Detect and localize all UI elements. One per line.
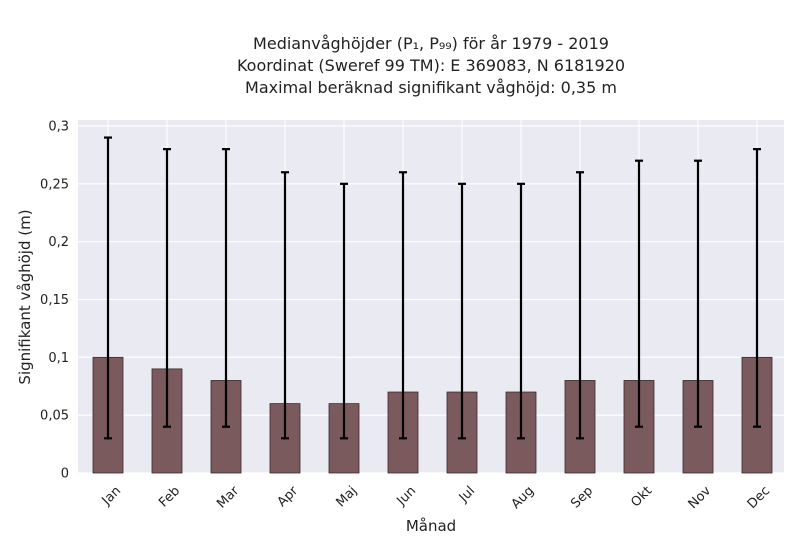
error-bars xyxy=(104,136,761,440)
x-tick-label: Mar xyxy=(214,483,242,511)
chart-title: Medianvåghöjder (P₁, P₉₉) för år 1979 - … xyxy=(78,33,784,99)
chart-title-line-2: Koordinat (Sweref 99 TM): E 369083, N 61… xyxy=(236,56,626,75)
x-tick-label: Sep xyxy=(568,484,596,512)
y-tick-label: 0,05 xyxy=(40,409,69,424)
x-tick-label: Dec xyxy=(745,484,773,512)
y-tick-label: 0,25 xyxy=(40,177,69,192)
x-tick-label: Jul xyxy=(456,484,478,506)
y-tick-label: 0,2 xyxy=(48,235,69,250)
y-tick-label: 0 xyxy=(61,467,69,482)
x-tick-labels: Jan Feb Mar Apr Maj Jun Jul Aug Sep Okt Nov Dec xyxy=(99,483,773,512)
x-tick-label: Nov xyxy=(686,483,715,512)
x-tick-label: Apr xyxy=(275,483,302,510)
y-axis-label: Signifikant våghöjd (m) xyxy=(16,209,34,384)
y-tick-label: 0,15 xyxy=(40,293,69,308)
x-tick-label: Feb xyxy=(156,484,183,511)
y-tick-label: 0,1 xyxy=(48,351,69,366)
x-tick-label: Jun xyxy=(394,484,420,510)
y-tick-labels: 0 0,05 0,1 0,15 0,2 0,25 0,3 xyxy=(40,120,69,482)
x-axis-label: Månad xyxy=(406,517,456,535)
y-tick-label: 0,3 xyxy=(48,120,69,135)
chart-title-line-3: Maximal beräknad signifikant våghöjd: 0,… xyxy=(245,78,617,97)
plot-area-background xyxy=(78,120,784,473)
x-tick-label: Jan xyxy=(99,484,124,509)
chart-title-line-1: Medianvåghöjder (P₁, P₉₉) för år 1979 - … xyxy=(253,34,609,53)
x-tick-label: Aug xyxy=(509,484,538,513)
x-tick-label: Maj xyxy=(333,484,360,511)
x-tick-label: Okt xyxy=(628,484,655,511)
